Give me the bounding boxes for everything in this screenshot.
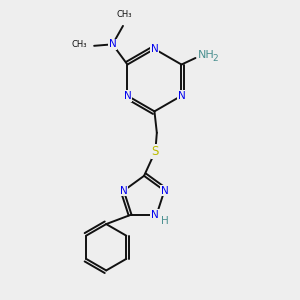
Text: N: N xyxy=(124,91,131,101)
Text: NH: NH xyxy=(197,50,214,60)
Text: N: N xyxy=(151,44,158,54)
Text: H: H xyxy=(161,216,169,226)
Text: CH₃: CH₃ xyxy=(116,11,132,20)
Text: N: N xyxy=(160,186,168,196)
Text: 2: 2 xyxy=(212,53,218,62)
Text: S: S xyxy=(152,145,159,158)
Text: N: N xyxy=(178,91,185,101)
Text: N: N xyxy=(109,39,116,49)
Text: CH₃: CH₃ xyxy=(71,40,87,50)
Text: N: N xyxy=(151,210,159,220)
Text: N: N xyxy=(120,186,128,196)
